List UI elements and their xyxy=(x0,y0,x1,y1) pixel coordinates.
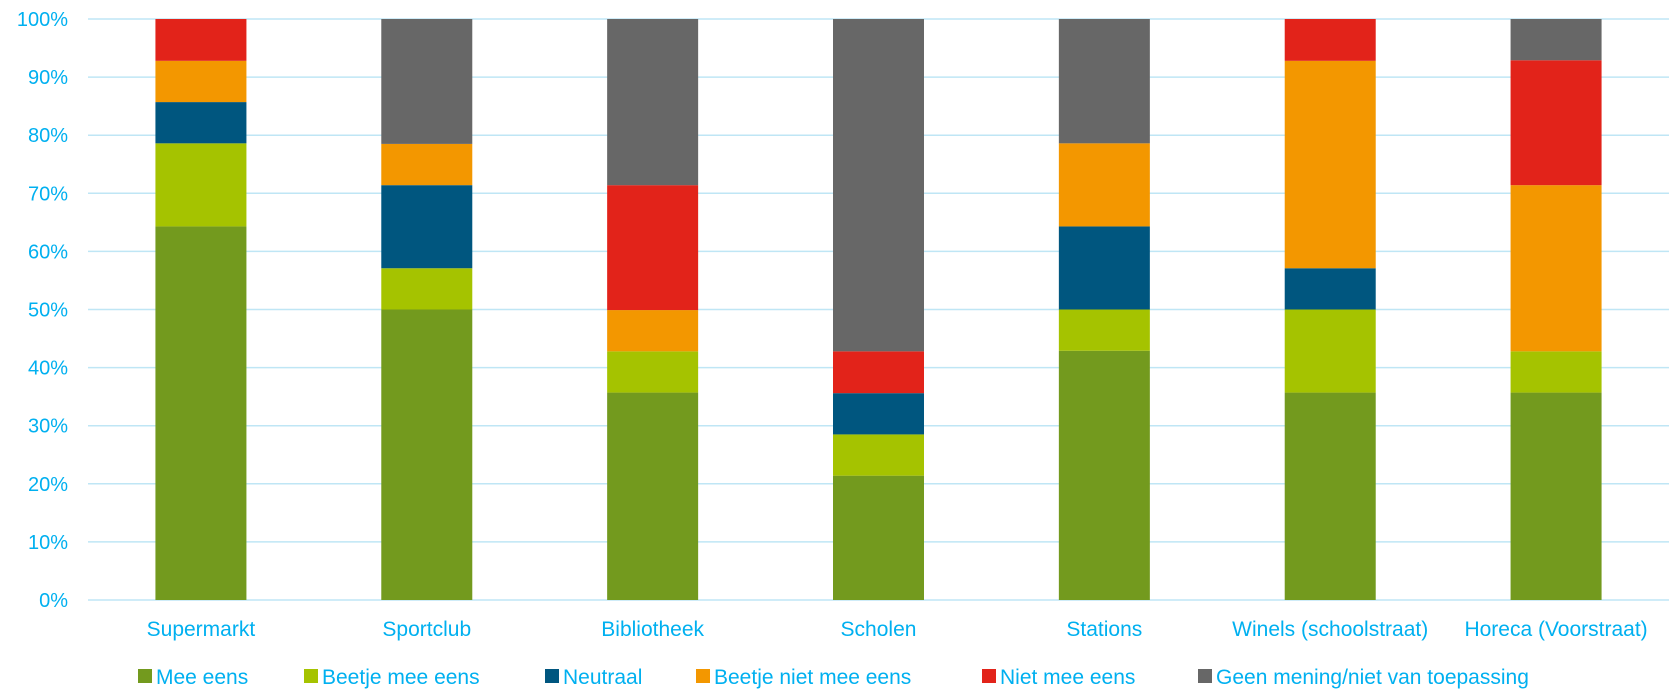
legend-swatch xyxy=(696,669,710,683)
bars xyxy=(155,19,1602,601)
bar-segment xyxy=(607,310,699,352)
legend-swatch xyxy=(982,669,996,683)
legend-label: Beetje mee eens xyxy=(322,666,480,689)
bar-segment xyxy=(1284,268,1376,310)
y-tick-label: 50% xyxy=(28,300,68,322)
legend-label: Mee eens xyxy=(156,666,248,689)
y-tick-label: 100% xyxy=(17,9,68,31)
y-tick-label: 80% xyxy=(28,125,68,147)
bar-segment xyxy=(1058,19,1150,144)
bar-segment xyxy=(1510,392,1602,600)
bar-segment xyxy=(1510,185,1602,352)
legend-label: Niet mee eens xyxy=(1000,666,1135,689)
bar-segment xyxy=(607,185,699,311)
bar-segment xyxy=(607,19,699,186)
bar-segment xyxy=(1284,60,1376,269)
bar-segment xyxy=(381,19,473,144)
x-category-label: Sportclub xyxy=(382,618,471,641)
legend-swatch xyxy=(1198,669,1212,683)
bar-segment xyxy=(381,143,473,186)
y-tick-label: 60% xyxy=(28,241,68,263)
bar-segment xyxy=(381,185,473,269)
bar-segment xyxy=(833,393,924,435)
bar-segment xyxy=(155,19,247,61)
x-category-label: Stations xyxy=(1066,618,1142,641)
legend-label: Geen mening/niet van toepassing xyxy=(1216,666,1529,689)
bar-segment xyxy=(1510,351,1602,393)
bar-segment xyxy=(833,475,924,600)
bar-segment xyxy=(381,268,473,310)
bar-segment xyxy=(155,226,247,601)
bar-segment xyxy=(1058,226,1150,310)
legend-label: Beetje niet mee eens xyxy=(714,666,911,689)
bar-segment xyxy=(155,143,247,227)
x-axis-categories: Supermarkt Sportclub Bibliotheek Scholen Sta… xyxy=(147,618,1648,641)
bar-segment xyxy=(833,351,924,394)
y-tick-label: 30% xyxy=(28,416,68,438)
legend: Mee eens Beetje mee eens Neutraal Beetje ni… xyxy=(138,666,1529,689)
bar-segment xyxy=(1284,19,1376,61)
y-tick-label: 90% xyxy=(28,67,68,89)
bar-segment xyxy=(1510,19,1602,61)
y-tick-label: 40% xyxy=(28,358,68,380)
bar-segment xyxy=(833,19,924,352)
bar-segment xyxy=(381,309,473,600)
y-axis-ticks: 0% 10% 20% 30% 40% 50% 60% 70% 80% 90% 100% xyxy=(17,9,68,612)
bar-segment xyxy=(833,434,924,476)
x-category-label: Supermarkt xyxy=(147,618,256,641)
y-tick-label: 20% xyxy=(28,474,68,496)
x-category-label: Bibliotheek xyxy=(601,618,704,641)
legend-swatch xyxy=(545,669,559,683)
bar-segment xyxy=(1284,392,1376,600)
bar-segment xyxy=(155,102,247,144)
bar-segment xyxy=(1058,350,1150,600)
bar-segment xyxy=(1058,143,1150,227)
legend-label: Neutraal xyxy=(563,666,642,689)
bar-segment xyxy=(1284,309,1376,393)
y-tick-label: 10% xyxy=(28,532,68,554)
y-tick-label: 0% xyxy=(39,590,68,612)
x-category-label: Scholen xyxy=(841,618,917,641)
y-tick-label: 70% xyxy=(28,183,68,205)
bar-segment xyxy=(155,60,247,103)
x-category-label: Winels (schoolstraat) xyxy=(1232,618,1428,641)
x-category-label: Horeca (Voorstraat) xyxy=(1464,618,1647,641)
legend-swatch xyxy=(304,669,318,683)
bar-segment xyxy=(607,351,699,393)
legend-swatch xyxy=(138,669,152,683)
bar-segment xyxy=(1058,309,1150,351)
bar-segment xyxy=(1510,60,1602,186)
bar-segment xyxy=(607,392,699,600)
